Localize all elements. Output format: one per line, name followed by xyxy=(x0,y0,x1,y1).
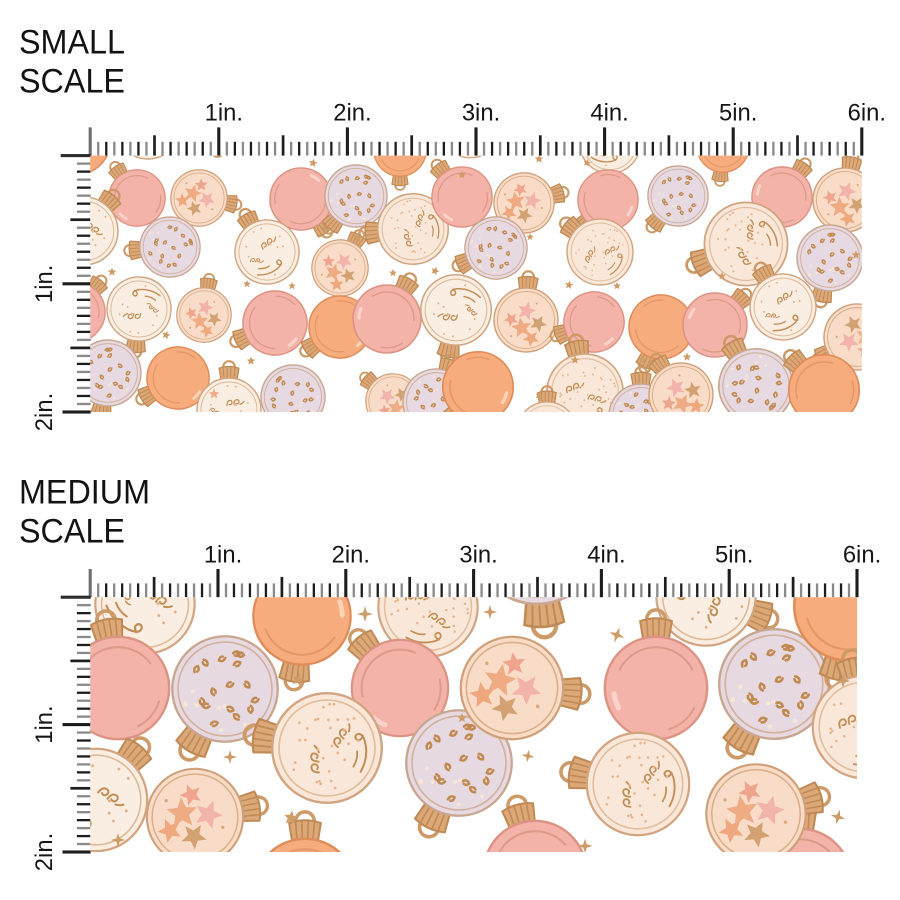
svg-text:2in.: 2in. xyxy=(31,833,58,871)
svg-text:SCALE: SCALE xyxy=(19,513,125,551)
svg-text:3in.: 3in. xyxy=(459,541,497,568)
svg-text:SCALE: SCALE xyxy=(19,63,125,101)
svg-text:5in.: 5in. xyxy=(719,100,757,127)
svg-text:2in.: 2in. xyxy=(332,541,370,568)
svg-text:1in.: 1in. xyxy=(205,100,243,127)
svg-text:4in.: 4in. xyxy=(587,541,625,568)
svg-text:5in.: 5in. xyxy=(715,541,753,568)
svg-text:3in.: 3in. xyxy=(462,100,500,127)
svg-text:6in.: 6in. xyxy=(843,541,881,568)
svg-text:1in.: 1in. xyxy=(204,541,242,568)
svg-text:6in.: 6in. xyxy=(848,100,886,127)
svg-text:2in.: 2in. xyxy=(31,393,58,431)
svg-text:1in.: 1in. xyxy=(31,265,58,303)
svg-text:SMALL: SMALL xyxy=(19,24,125,62)
svg-text:1in.: 1in. xyxy=(31,705,58,743)
svg-text:MEDIUM: MEDIUM xyxy=(19,474,150,512)
svg-text:2in.: 2in. xyxy=(333,100,371,127)
svg-text:4in.: 4in. xyxy=(590,100,628,127)
